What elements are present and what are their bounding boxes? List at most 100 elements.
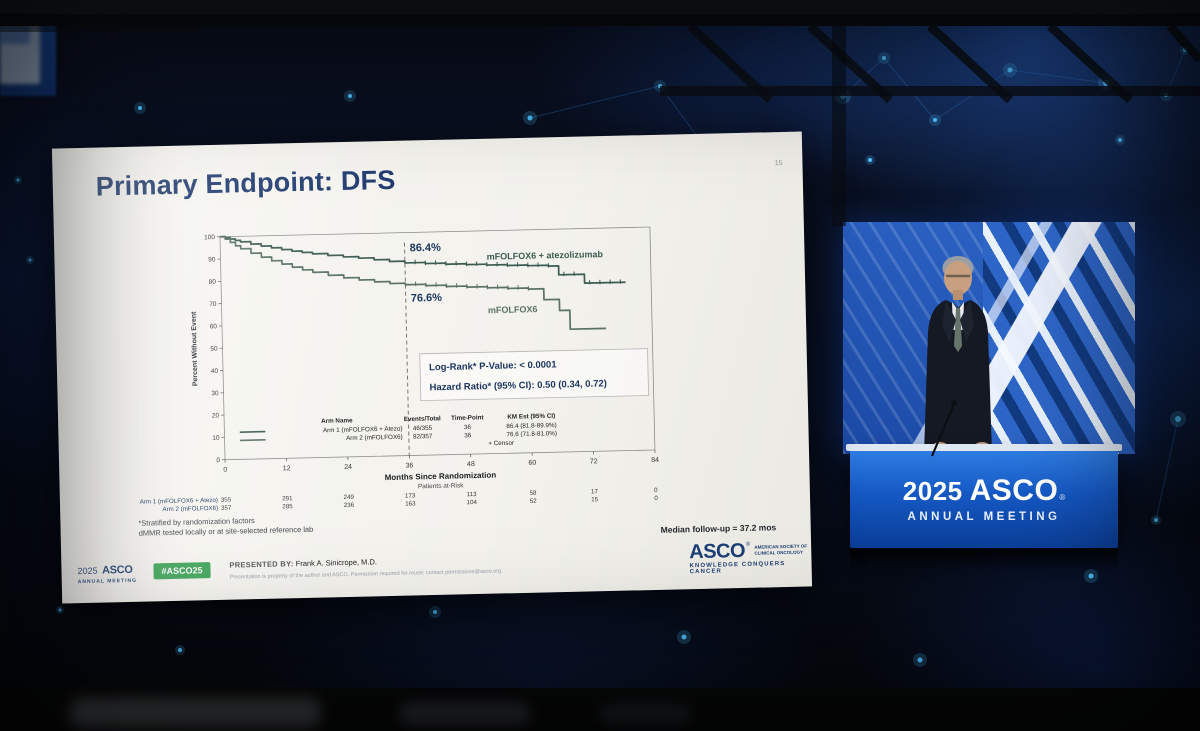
x-tick-label: 84 xyxy=(651,457,659,464)
presented-by-label: PRESENTED BY: xyxy=(229,559,294,570)
at-risk-count: 15 xyxy=(591,496,599,503)
timepoint-dashed-line xyxy=(403,242,410,456)
podium: 2025 ASCO ® ANNUAL MEETING xyxy=(846,444,1122,548)
y-tick-label: 40 xyxy=(211,368,219,375)
x-tick-label: 36 xyxy=(406,462,414,469)
legend-events-total: 82/357 xyxy=(413,433,433,440)
podium-shadow xyxy=(850,548,1118,572)
at-risk-row-label: Arm 1 (mFOLFOX6 + Atezo) xyxy=(140,497,218,506)
meeting-logo-sub: ANNUAL MEETING xyxy=(77,577,138,586)
presented-by: PRESENTED BY: Frank A. Sinicrope, M.D. xyxy=(229,557,377,569)
y-axis-label: Percent Without Event xyxy=(191,311,200,386)
at-risk-count: 357 xyxy=(221,505,232,512)
legend-timepoint: 36 xyxy=(464,432,472,439)
km-curve xyxy=(219,235,626,285)
legend-arm-name: Arm 2 (mFOLFOX6) xyxy=(346,434,403,442)
at-risk-count: 236 xyxy=(344,502,355,509)
asco-logo-text: ASCO xyxy=(689,539,746,564)
presenter-name: Frank A. Sinicrope, M.D. xyxy=(295,557,378,569)
at-risk-count: 249 xyxy=(344,494,355,501)
podium-org: ASCO xyxy=(969,473,1059,507)
curve-label: mFOLFOX6 + atezolizumab xyxy=(487,249,604,262)
asco-tagline: KNOWLEDGE CONQUERS CANCER xyxy=(689,561,786,576)
x-tick-label: 48 xyxy=(467,461,475,468)
at-risk-count: 113 xyxy=(467,491,478,498)
x-tick-label: 0 xyxy=(223,467,227,474)
hashtag-badge: #ASCO25 xyxy=(153,562,211,580)
at-risk-count: 104 xyxy=(467,499,478,506)
legend-swatch xyxy=(239,430,266,433)
x-tick-label: 72 xyxy=(590,458,598,465)
at-risk-count: 355 xyxy=(221,497,232,504)
legend-header: Events/Total xyxy=(404,415,441,423)
asco-logo: ASCO ® AMERICAN SOCIETY OF CLINICAL ONCO… xyxy=(689,540,812,575)
microphone xyxy=(930,400,957,457)
km-chart-area: Percent Without Event 0 10 20 30 40 50 60 70 80 90… xyxy=(94,211,667,520)
audience-area xyxy=(0,688,1200,731)
y-tick-label: 70 xyxy=(209,301,217,308)
at-risk-count: 17 xyxy=(591,488,599,495)
y-tick-label: 100 xyxy=(204,234,215,241)
stats-box xyxy=(419,348,649,402)
registered-mark: ® xyxy=(745,541,751,548)
podium-subtitle: ANNUAL MEETING xyxy=(907,510,1061,523)
meeting-logo: 2025 ASCO ANNUAL MEETING xyxy=(77,561,137,585)
slide-footnote: *Stratified by randomization factors dMM… xyxy=(138,515,313,539)
y-tick-label: 30 xyxy=(211,390,219,397)
legend-header: Time-Point xyxy=(451,414,484,422)
censor-legend: + Censor xyxy=(488,440,514,448)
audience-blur xyxy=(400,702,530,726)
at-risk-count: 285 xyxy=(282,503,293,510)
speaker-neck xyxy=(953,290,963,300)
speaker-suit xyxy=(924,300,992,454)
plot-frame xyxy=(219,226,656,461)
at-risk-label: Patients at-Risk xyxy=(418,482,464,490)
speaker-tie xyxy=(954,308,962,352)
asco-logo-small-text: AMERICAN SOCIETY OF CLINICAL ONCOLOGY xyxy=(754,543,808,556)
y-tick-label: 10 xyxy=(212,435,220,442)
meeting-logo-org: ASCO xyxy=(101,563,133,577)
legend-header: Arm Name xyxy=(321,417,353,425)
slide-disclaimer: Presentation is property of the author a… xyxy=(229,568,503,581)
y-tick-label: 80 xyxy=(209,279,217,286)
at-risk-count: 58 xyxy=(529,490,537,497)
km-chart: Percent Without Event 0 10 20 30 40 50 60 70 80 90… xyxy=(140,226,659,513)
legend-km-est: 86.4 (81.8-89.9%) xyxy=(506,422,557,430)
legend-swatch xyxy=(239,439,266,442)
x-tick-label: 60 xyxy=(528,460,536,467)
audience-blur xyxy=(70,698,320,728)
x-axis-label: Months Since Randomization xyxy=(385,471,497,483)
stage-truss xyxy=(0,0,1200,226)
speaker-head xyxy=(944,261,972,295)
speaker-lapel xyxy=(942,300,956,342)
hazard-ratio: Hazard Ratio* (95% CI): 0.50 (0.34, 0.72… xyxy=(429,378,607,393)
at-risk-count: 0 xyxy=(654,495,658,502)
presentation-slide: Primary Endpoint: DFS 15 Percent Without… xyxy=(51,131,813,604)
y-tick-label: 90 xyxy=(208,256,216,263)
meeting-logo-year: 2025 xyxy=(77,565,98,577)
y-tick-label: 0 xyxy=(216,457,220,464)
x-tick-label: 24 xyxy=(344,464,352,471)
median-followup: Median follow-up = 37.2 mos xyxy=(660,522,777,535)
at-risk-row-label: Arm 2 (mFOLFOX6) xyxy=(162,505,218,513)
km-curve xyxy=(219,235,607,331)
y-tick-label: 60 xyxy=(210,323,218,330)
y-tick-label: 20 xyxy=(212,412,220,419)
at-risk-count: 52 xyxy=(530,498,538,505)
curve-label: mFOLFOX6 xyxy=(488,304,538,315)
registered-mark: ® xyxy=(1059,492,1066,502)
at-risk-count: 173 xyxy=(405,492,416,499)
at-risk-count: 163 xyxy=(405,500,416,507)
km-estimate-annotation: 76.6% xyxy=(411,292,443,305)
logrank-pvalue: Log-Rank* P-Value: < 0.0001 xyxy=(429,359,557,373)
speaker-lapel xyxy=(960,300,974,342)
audience-blur xyxy=(600,704,690,724)
y-tick-label: 50 xyxy=(210,346,218,353)
podium-year: 2025 xyxy=(902,475,963,506)
x-tick-label: 12 xyxy=(283,465,291,472)
legend-km-est: 76.6 (71.8-81.0%) xyxy=(506,430,557,438)
legend-header: KM Est (95% CI) xyxy=(507,413,555,421)
legend-arm-name: Arm 1 (mFOLFOX6 + Atezo) xyxy=(323,425,403,434)
at-risk-count: 0 xyxy=(654,487,658,494)
